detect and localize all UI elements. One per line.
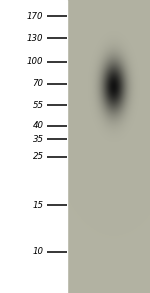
Text: 70: 70: [33, 79, 43, 88]
Text: 100: 100: [27, 57, 44, 66]
Text: 35: 35: [33, 135, 43, 144]
Text: 130: 130: [27, 34, 44, 42]
Text: 55: 55: [33, 101, 43, 110]
Text: 25: 25: [33, 152, 43, 161]
Text: 40: 40: [33, 122, 43, 130]
Text: 15: 15: [33, 201, 43, 209]
Text: 170: 170: [27, 12, 44, 21]
Bar: [0, 0, 67, 293]
Text: 10: 10: [33, 248, 43, 256]
Bar: [67, 0, 150, 293]
